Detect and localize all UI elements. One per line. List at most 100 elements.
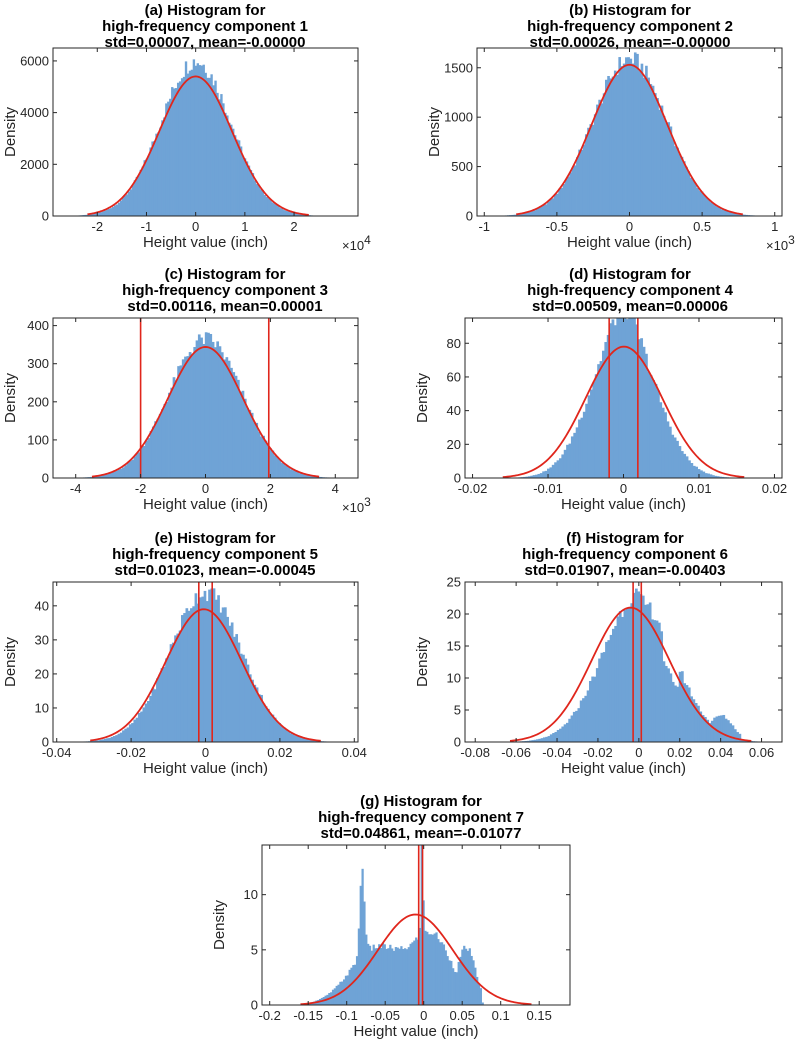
histogram-bar [535, 208, 539, 216]
histogram-bar [184, 61, 188, 216]
histogram-bar [86, 214, 89, 216]
histogram-bar [208, 589, 211, 742]
histogram-bar [662, 116, 666, 216]
histogram-bar [463, 945, 466, 1005]
histogram-bar [253, 180, 257, 216]
axes-frame [464, 581, 783, 743]
x-tick-label: 0.1 [492, 1008, 510, 1023]
histogram-bar [106, 738, 109, 742]
histogram-bar [155, 133, 158, 216]
histogram-bar [205, 601, 209, 742]
histogram-bar [520, 213, 524, 216]
histogram-bar [158, 674, 161, 742]
x-tick-label: -0.1 [335, 1008, 357, 1023]
x-tick-label: -0.01 [533, 481, 563, 496]
histogram-bar [743, 214, 746, 216]
histogram-bar [273, 203, 276, 216]
histogram-bar [542, 204, 546, 216]
histogram-bar [128, 724, 132, 742]
histogram-bar [547, 201, 550, 216]
histogram-bar [190, 608, 193, 742]
histogram-bar [593, 676, 597, 742]
histogram-bar [690, 463, 694, 478]
histogram-bar [720, 715, 723, 742]
histogram-bar [452, 968, 455, 1005]
y-axis-label: Density [414, 372, 431, 423]
x-axis-label: Height value (inch) [353, 1023, 478, 1040]
histogram-bar [370, 950, 373, 1005]
chart-title-line: high-frequency component 4 [527, 282, 734, 299]
histogram-bar [241, 390, 245, 478]
histogram-bar [598, 658, 601, 742]
histogram-bar [220, 94, 223, 216]
histogram-bar [180, 615, 184, 742]
chart-panel: -0.04 -0.02 0 0.02 0.04 0 10 20 30 40 Height value… [2, 530, 367, 777]
histogram-bar [110, 208, 113, 216]
x-axis-label: Height value (inch) [143, 234, 268, 251]
histogram-bar [206, 77, 209, 217]
histogram-bar [115, 204, 119, 216]
histogram-bar [736, 732, 739, 742]
histogram-bar [616, 74, 619, 216]
histogram-bar [547, 736, 551, 742]
histogram-bar [582, 698, 585, 742]
histogram-bar [269, 713, 273, 742]
x-tick-label: -1 [141, 219, 153, 234]
histogram-bar [271, 714, 275, 742]
histogram-bar [135, 717, 139, 742]
histogram-bar [539, 473, 543, 478]
histogram-bar [224, 607, 227, 742]
histogram-bar [455, 972, 458, 1005]
histogram-bar [235, 634, 239, 742]
histogram-bar [261, 189, 264, 216]
histogram-bar [667, 668, 670, 742]
histogram-bar [308, 475, 311, 478]
histogram-bar [426, 931, 429, 1005]
histogram-bar [549, 467, 553, 478]
histogram-bar [225, 357, 229, 478]
histogram-bar [137, 712, 141, 742]
y-tick-label: 10 [447, 671, 461, 686]
x-tick-label: 0 [635, 745, 642, 760]
histogram-bar [276, 456, 279, 478]
histogram-bar [658, 622, 661, 742]
histogram-bar [352, 965, 355, 1005]
histogram-bar [105, 473, 109, 478]
chart-title-line: high-frequency component 6 [522, 546, 728, 563]
histogram-bar [273, 455, 277, 478]
histogram-bar [604, 342, 608, 478]
histogram-bar [162, 666, 166, 742]
histogram-bar [433, 933, 436, 1005]
x-tick-label: -0.04 [542, 745, 572, 760]
histogram-bar [200, 65, 203, 217]
histogram-bar [700, 191, 704, 216]
histogram-bar [92, 213, 95, 216]
histogram-bar [622, 63, 626, 217]
histogram-bar [542, 471, 546, 478]
histogram-bar [115, 470, 118, 478]
x-tick-label: -0.2 [258, 1008, 280, 1023]
histogram-bar [204, 332, 208, 478]
histogram-bar [354, 964, 357, 1005]
histogram-bar [224, 112, 227, 216]
histogram-bar [676, 147, 679, 216]
histogram-bar [219, 612, 223, 742]
histogram-bar [590, 389, 593, 478]
histogram-bar [314, 740, 318, 742]
histogram-bar [556, 460, 560, 478]
histogram-bar [153, 140, 156, 216]
histogram-bar [165, 401, 169, 478]
histogram-bar [341, 981, 344, 1005]
histogram-bar [623, 610, 627, 742]
histogram-bar [694, 183, 697, 216]
histogram-bar [94, 476, 98, 478]
histogram-bar [171, 642, 175, 742]
histogram-bar [177, 366, 180, 478]
histogram-bar [181, 359, 185, 478]
histogram-bar [278, 459, 282, 478]
histogram-bar [227, 360, 231, 478]
histogram-bar [578, 149, 581, 216]
histogram-bar [592, 381, 596, 478]
histogram-bar [668, 426, 672, 478]
chart-title-line: std=0.01907, mean=-0.00403 [525, 562, 726, 579]
